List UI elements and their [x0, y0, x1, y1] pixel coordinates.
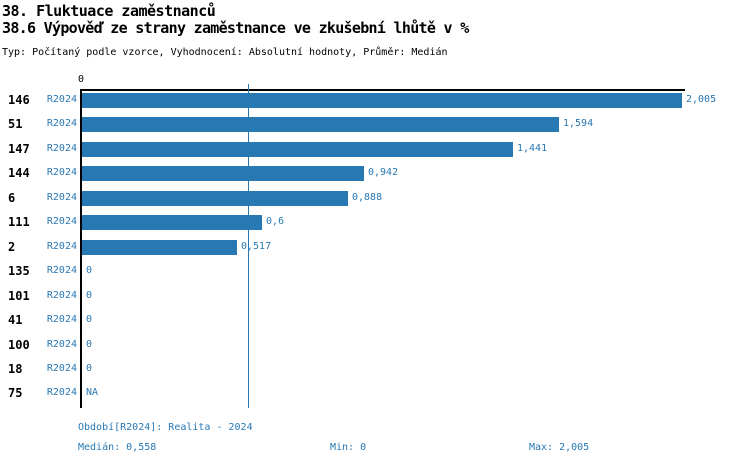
chart-row: 147 R2024 1,441 — [0, 137, 750, 161]
row-category-label: 75 — [8, 386, 23, 400]
row-category-label: 144 — [8, 166, 30, 180]
row-period-label: R2024 — [46, 241, 77, 252]
chart-row: 6 R2024 0,888 — [0, 186, 750, 210]
chart-row: 111 R2024 0,6 — [0, 210, 750, 234]
bar — [82, 166, 364, 181]
bar-value-label: 1,441 — [517, 143, 548, 154]
row-period-label: R2024 — [46, 290, 77, 301]
x-axis-line — [80, 89, 685, 91]
row-period-label: R2024 — [46, 192, 77, 203]
row-period-label: R2024 — [46, 167, 77, 178]
row-category-label: 6 — [8, 191, 16, 205]
bar-value-label: 0 — [86, 314, 93, 325]
row-period-label: R2024 — [46, 387, 77, 398]
x-axis-tick-label: 0 — [77, 74, 85, 85]
bar-value-label: NA — [86, 387, 99, 398]
chart-row: 146 R2024 2,005 — [0, 88, 750, 112]
row-category-label: 135 — [8, 264, 30, 278]
footer-period-label: Období[R2024]: Realita - 2024 — [78, 422, 253, 433]
row-period-label: R2024 — [46, 314, 77, 325]
footer-min-label: Min: 0 — [330, 442, 367, 453]
row-category-label: 2 — [8, 240, 16, 254]
bar-value-label: 1,594 — [563, 118, 594, 129]
chart-rows: 146 R2024 2,005 51 R2024 1,594 147 R2024 1,441 14… — [0, 88, 750, 406]
row-category-label: 111 — [8, 215, 30, 229]
chart-row: 100 R2024 0 — [0, 333, 750, 357]
chart-row: 18 R2024 0 — [0, 357, 750, 381]
page-title: 38. Fluktuace zaměstnanců — [2, 2, 216, 20]
row-period-label: R2024 — [46, 143, 77, 154]
row-period-label: R2024 — [46, 216, 77, 227]
chart-row: 75 R2024 NA — [0, 381, 750, 405]
row-period-label: R2024 — [46, 94, 77, 105]
chart-row: 41 R2024 0 — [0, 308, 750, 332]
y-axis-line — [80, 89, 82, 408]
median-line — [248, 84, 249, 408]
bar — [82, 142, 513, 157]
row-category-label: 146 — [8, 93, 30, 107]
chart-subtitle: 38.6 Výpověď ze strany zaměstnance ve zk… — [2, 19, 469, 37]
row-category-label: 51 — [8, 117, 23, 131]
chart-row: 2 R2024 0,517 — [0, 235, 750, 259]
row-category-label: 100 — [8, 338, 30, 352]
row-period-label: R2024 — [46, 118, 77, 129]
row-period-label: R2024 — [46, 339, 77, 350]
row-category-label: 147 — [8, 142, 30, 156]
bar — [82, 117, 559, 132]
chart-row: 51 R2024 1,594 — [0, 112, 750, 136]
bar-value-label: 0 — [86, 339, 93, 350]
row-period-label: R2024 — [46, 363, 77, 374]
bar-value-label: 0,517 — [241, 241, 272, 252]
bar-value-label: 2,005 — [686, 94, 717, 105]
bar — [82, 215, 262, 230]
bar — [82, 93, 682, 108]
bar-value-label: 0,888 — [352, 192, 383, 203]
row-category-label: 41 — [8, 313, 23, 327]
row-category-label: 101 — [8, 289, 30, 303]
chart-row: 101 R2024 0 — [0, 284, 750, 308]
footer-max-label: Max: 2,005 — [529, 442, 590, 453]
chart-row: 144 R2024 0,942 — [0, 161, 750, 185]
bar-value-label: 0 — [86, 265, 93, 276]
bar-value-label: 0,6 — [266, 216, 285, 227]
row-period-label: R2024 — [46, 265, 77, 276]
row-category-label: 18 — [8, 362, 23, 376]
chart-row: 135 R2024 0 — [0, 259, 750, 283]
chart-meta-line: Typ: Počítaný podle vzorce, Vyhodnocení:… — [2, 47, 448, 58]
footer-median-label: Medián: 0,558 — [78, 442, 157, 453]
bar-value-label: 0,942 — [368, 167, 399, 178]
bar — [82, 240, 237, 255]
bar — [82, 191, 348, 206]
bar-value-label: 0 — [86, 290, 93, 301]
bar-value-label: 0 — [86, 363, 93, 374]
